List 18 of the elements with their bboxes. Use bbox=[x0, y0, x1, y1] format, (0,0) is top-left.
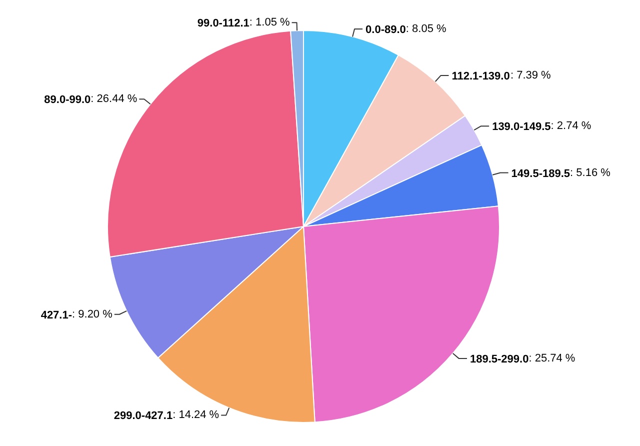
data-label: : 8.05 % bbox=[406, 22, 446, 35]
slice-label: 139.0-149.5 bbox=[492, 121, 551, 134]
slice-label: 0.0-89.0 bbox=[366, 24, 406, 36]
data-label: : 26.44 % bbox=[90, 93, 138, 106]
slice-label: 189.5-299.0 bbox=[470, 354, 529, 366]
slice-label: 112.1-139.0 bbox=[452, 70, 510, 83]
slice-label: 99.0-112.1 bbox=[197, 18, 250, 30]
data-label: : 1.05 % bbox=[249, 16, 290, 29]
slice-label: 149.5-189.5 bbox=[511, 168, 570, 180]
data-label: : 9.20 % bbox=[72, 308, 113, 320]
data-label: : 14.24 % bbox=[172, 409, 220, 422]
slice-label: 89.0-99.0 bbox=[44, 94, 91, 106]
slice-label: 427.1- bbox=[40, 309, 72, 322]
data-label: : 25.74 % bbox=[528, 352, 576, 365]
data-label: : 5.16 % bbox=[570, 166, 611, 179]
data-label: : 2.74 % bbox=[550, 120, 592, 132]
slice-label: 299.0-427.1 bbox=[114, 410, 173, 422]
data-label: : 7.39 % bbox=[510, 70, 552, 82]
